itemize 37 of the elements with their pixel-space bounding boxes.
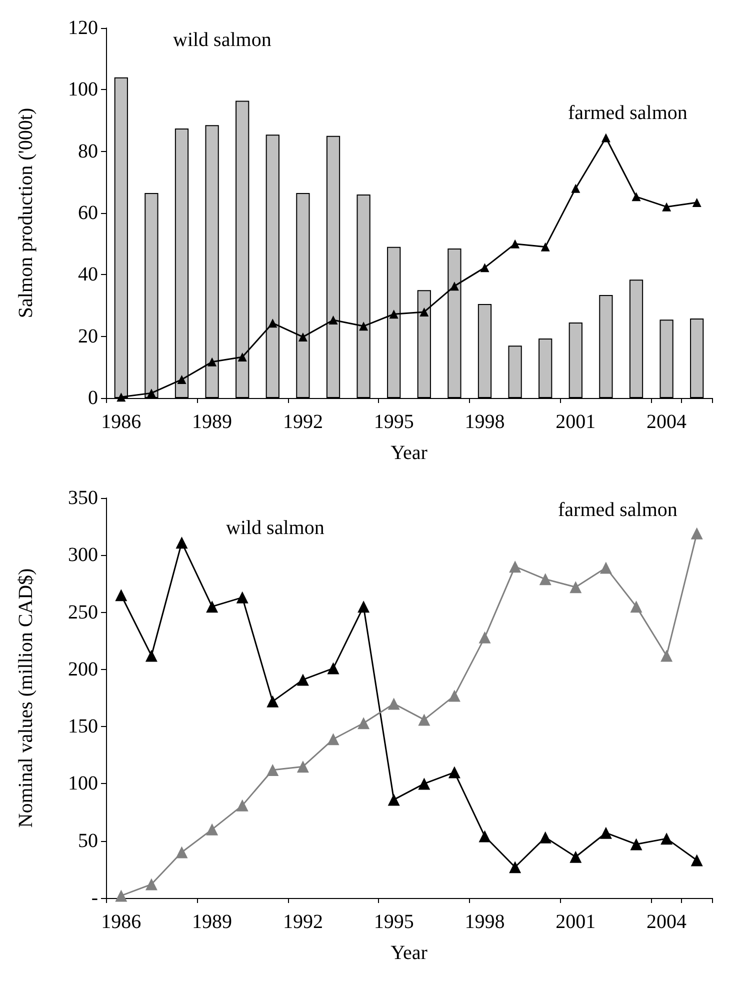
y-tick-label: 120	[68, 17, 98, 39]
y-tick-label: 150	[68, 716, 98, 738]
x-axis-title: Year	[390, 942, 428, 964]
y-tick-label: 40	[78, 264, 98, 286]
x-tick-label: 1992	[282, 911, 323, 933]
x-tick-label: 1986	[101, 411, 142, 433]
y-tick-label: 0	[88, 387, 98, 409]
series-label: wild salmon	[226, 517, 324, 539]
y-tick-label: -	[91, 887, 98, 909]
y-tick-label: 350	[68, 487, 98, 509]
y-tick-label: 60	[78, 202, 98, 224]
series-label: farmed salmon	[568, 102, 688, 124]
x-tick-label: 1986	[101, 911, 142, 933]
y-axis-title: Salmon production ('000t)	[15, 108, 37, 318]
x-tick-label: 2001	[556, 911, 596, 933]
y-tick-label: 50	[78, 830, 98, 852]
x-tick-label: 2004	[646, 911, 687, 933]
text: wild salmon	[173, 29, 272, 51]
x-tick-label: 1989	[192, 411, 232, 433]
series-label: farmed salmon	[558, 499, 678, 521]
x-axis-title: Year	[390, 442, 428, 464]
y-tick-label: 200	[68, 658, 98, 680]
y-tick-label: 20	[78, 325, 98, 348]
y-tick-label: 80	[78, 140, 98, 162]
y-tick-label: 250	[68, 601, 98, 624]
y-axis-title: Nominal values (million CAD$)	[15, 568, 37, 828]
x-tick-label: 1995	[374, 911, 414, 933]
x-tick-label: 1998	[464, 411, 505, 433]
y-tick-label: 100	[68, 78, 98, 101]
y-tick-label: 300	[68, 544, 98, 566]
x-tick-label: 2004	[646, 411, 687, 433]
x-tick-label: 1992	[282, 411, 323, 433]
y-tick-label: 100	[68, 772, 98, 795]
x-tick-label: 2001	[556, 411, 596, 433]
x-tick-label: 1998	[464, 911, 505, 933]
x-tick-label: 1989	[192, 911, 232, 933]
x-tick-label: 1995	[374, 411, 414, 433]
